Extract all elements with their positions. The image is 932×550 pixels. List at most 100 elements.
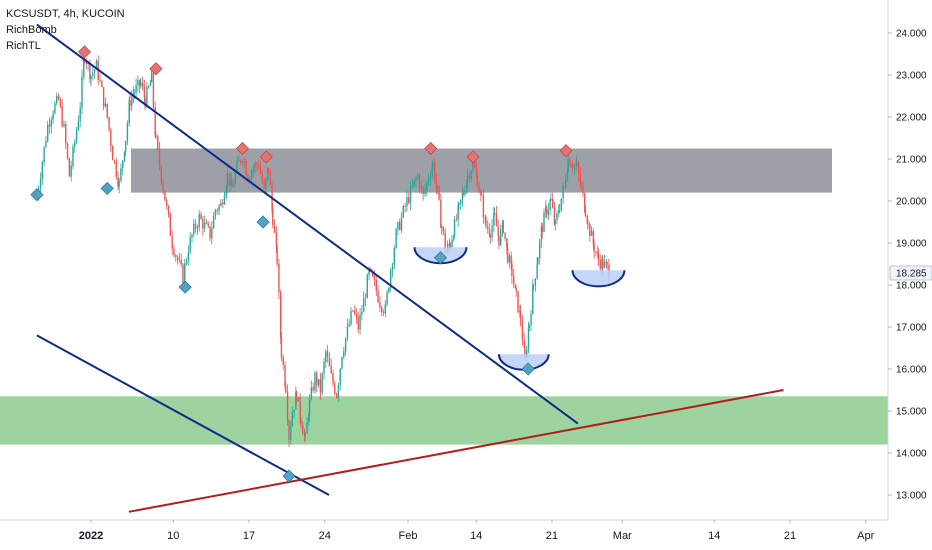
indicator-label[interactable]: RichBomb bbox=[6, 24, 57, 36]
trend-line-channel-upper[interactable] bbox=[36, 23, 579, 425]
candle-body bbox=[276, 245, 278, 264]
top-marker[interactable] bbox=[149, 62, 163, 76]
candle-body bbox=[550, 198, 552, 201]
candle bbox=[148, 84, 150, 89]
candle bbox=[390, 267, 392, 293]
candle bbox=[48, 117, 51, 134]
zones bbox=[0, 148, 888, 445]
indicator-label[interactable]: RichTL bbox=[6, 40, 41, 52]
candle bbox=[245, 158, 247, 176]
candle-body bbox=[502, 221, 504, 233]
candle-body bbox=[66, 143, 69, 159]
candle-body bbox=[128, 100, 130, 124]
candle bbox=[466, 168, 469, 189]
candle bbox=[202, 216, 204, 236]
candle bbox=[122, 160, 124, 175]
symbol-line[interactable]: KCSUSDT, 4h, KUCOIN bbox=[6, 8, 125, 20]
candle bbox=[498, 235, 500, 250]
bottom-marker[interactable] bbox=[30, 188, 44, 202]
top-marker[interactable] bbox=[559, 144, 573, 158]
candle-body bbox=[232, 184, 235, 188]
trend-lines bbox=[36, 23, 784, 513]
trend-line-rising-support[interactable] bbox=[128, 389, 784, 513]
candle bbox=[364, 293, 367, 307]
bottom-marker[interactable] bbox=[178, 280, 192, 294]
candle-body bbox=[592, 231, 595, 245]
candle bbox=[124, 140, 127, 157]
candle-body bbox=[370, 268, 372, 271]
candle-body bbox=[468, 175, 471, 179]
candle bbox=[350, 307, 352, 327]
top-marker[interactable] bbox=[77, 45, 92, 59]
candle bbox=[386, 289, 388, 307]
candle bbox=[584, 205, 587, 217]
bottom-marker[interactable] bbox=[282, 469, 296, 483]
candle bbox=[488, 223, 491, 238]
candle-body bbox=[295, 391, 298, 402]
top-marker[interactable] bbox=[235, 141, 250, 156]
candle bbox=[513, 268, 515, 289]
candle-body bbox=[409, 186, 412, 203]
candle-body bbox=[115, 161, 117, 177]
trend-line-channel-lower[interactable] bbox=[36, 334, 330, 496]
candle bbox=[579, 166, 582, 188]
x-tick-label: Feb bbox=[399, 530, 418, 542]
candle-body bbox=[553, 207, 556, 224]
candle-body bbox=[508, 255, 511, 263]
candle bbox=[545, 205, 548, 219]
candle-body bbox=[362, 298, 365, 312]
candle-body bbox=[461, 192, 464, 200]
candle-body bbox=[491, 225, 493, 238]
candle-body bbox=[427, 178, 430, 182]
bottom-marker[interactable] bbox=[433, 251, 448, 265]
bottom-marker[interactable] bbox=[521, 362, 535, 376]
candle-body bbox=[45, 141, 47, 147]
candle bbox=[493, 207, 496, 216]
candle bbox=[59, 96, 62, 109]
candle bbox=[506, 242, 509, 264]
candle-body bbox=[110, 129, 112, 147]
candle-body bbox=[455, 219, 458, 221]
bowl-outline[interactable] bbox=[571, 270, 626, 288]
candle bbox=[464, 184, 466, 197]
candle bbox=[252, 164, 254, 179]
top-marker[interactable] bbox=[466, 150, 480, 164]
candle bbox=[152, 71, 155, 113]
candle-body bbox=[319, 379, 322, 393]
candle bbox=[593, 239, 595, 259]
candle-body bbox=[485, 217, 487, 227]
candle bbox=[41, 160, 44, 186]
candle-body bbox=[259, 166, 262, 174]
candle bbox=[558, 204, 560, 218]
top-marker[interactable] bbox=[259, 150, 273, 164]
candle bbox=[558, 203, 561, 213]
candle-body bbox=[221, 202, 224, 205]
candle-body bbox=[424, 189, 426, 194]
candle bbox=[198, 210, 200, 232]
top-marker[interactable] bbox=[424, 141, 438, 156]
candle-body bbox=[90, 75, 92, 79]
price-axis[interactable]: 24.000 23.000 22.000 21.000 20.000 19.000 18.0… bbox=[887, 0, 932, 520]
candle bbox=[182, 262, 184, 284]
candle-body bbox=[189, 237, 191, 253]
candle bbox=[575, 158, 577, 171]
candle-body bbox=[459, 199, 462, 204]
candle-body bbox=[113, 160, 116, 162]
candle-body bbox=[126, 123, 129, 141]
bottom-marker[interactable] bbox=[100, 181, 114, 195]
time-axis[interactable]: 2022 10 17 24 Feb 14 21 Mar 14 21 Apr bbox=[0, 519, 888, 542]
bottom-marker[interactable] bbox=[256, 215, 270, 229]
candle-body bbox=[275, 232, 278, 246]
candle bbox=[259, 160, 262, 175]
candle-body bbox=[102, 86, 105, 107]
candle bbox=[232, 179, 235, 188]
candle bbox=[52, 110, 54, 124]
candle bbox=[207, 221, 209, 228]
candle bbox=[90, 75, 92, 87]
candle bbox=[562, 181, 564, 204]
candle bbox=[293, 409, 295, 419]
candle-body bbox=[536, 264, 538, 279]
candle bbox=[326, 344, 329, 363]
candle-body bbox=[488, 229, 491, 235]
